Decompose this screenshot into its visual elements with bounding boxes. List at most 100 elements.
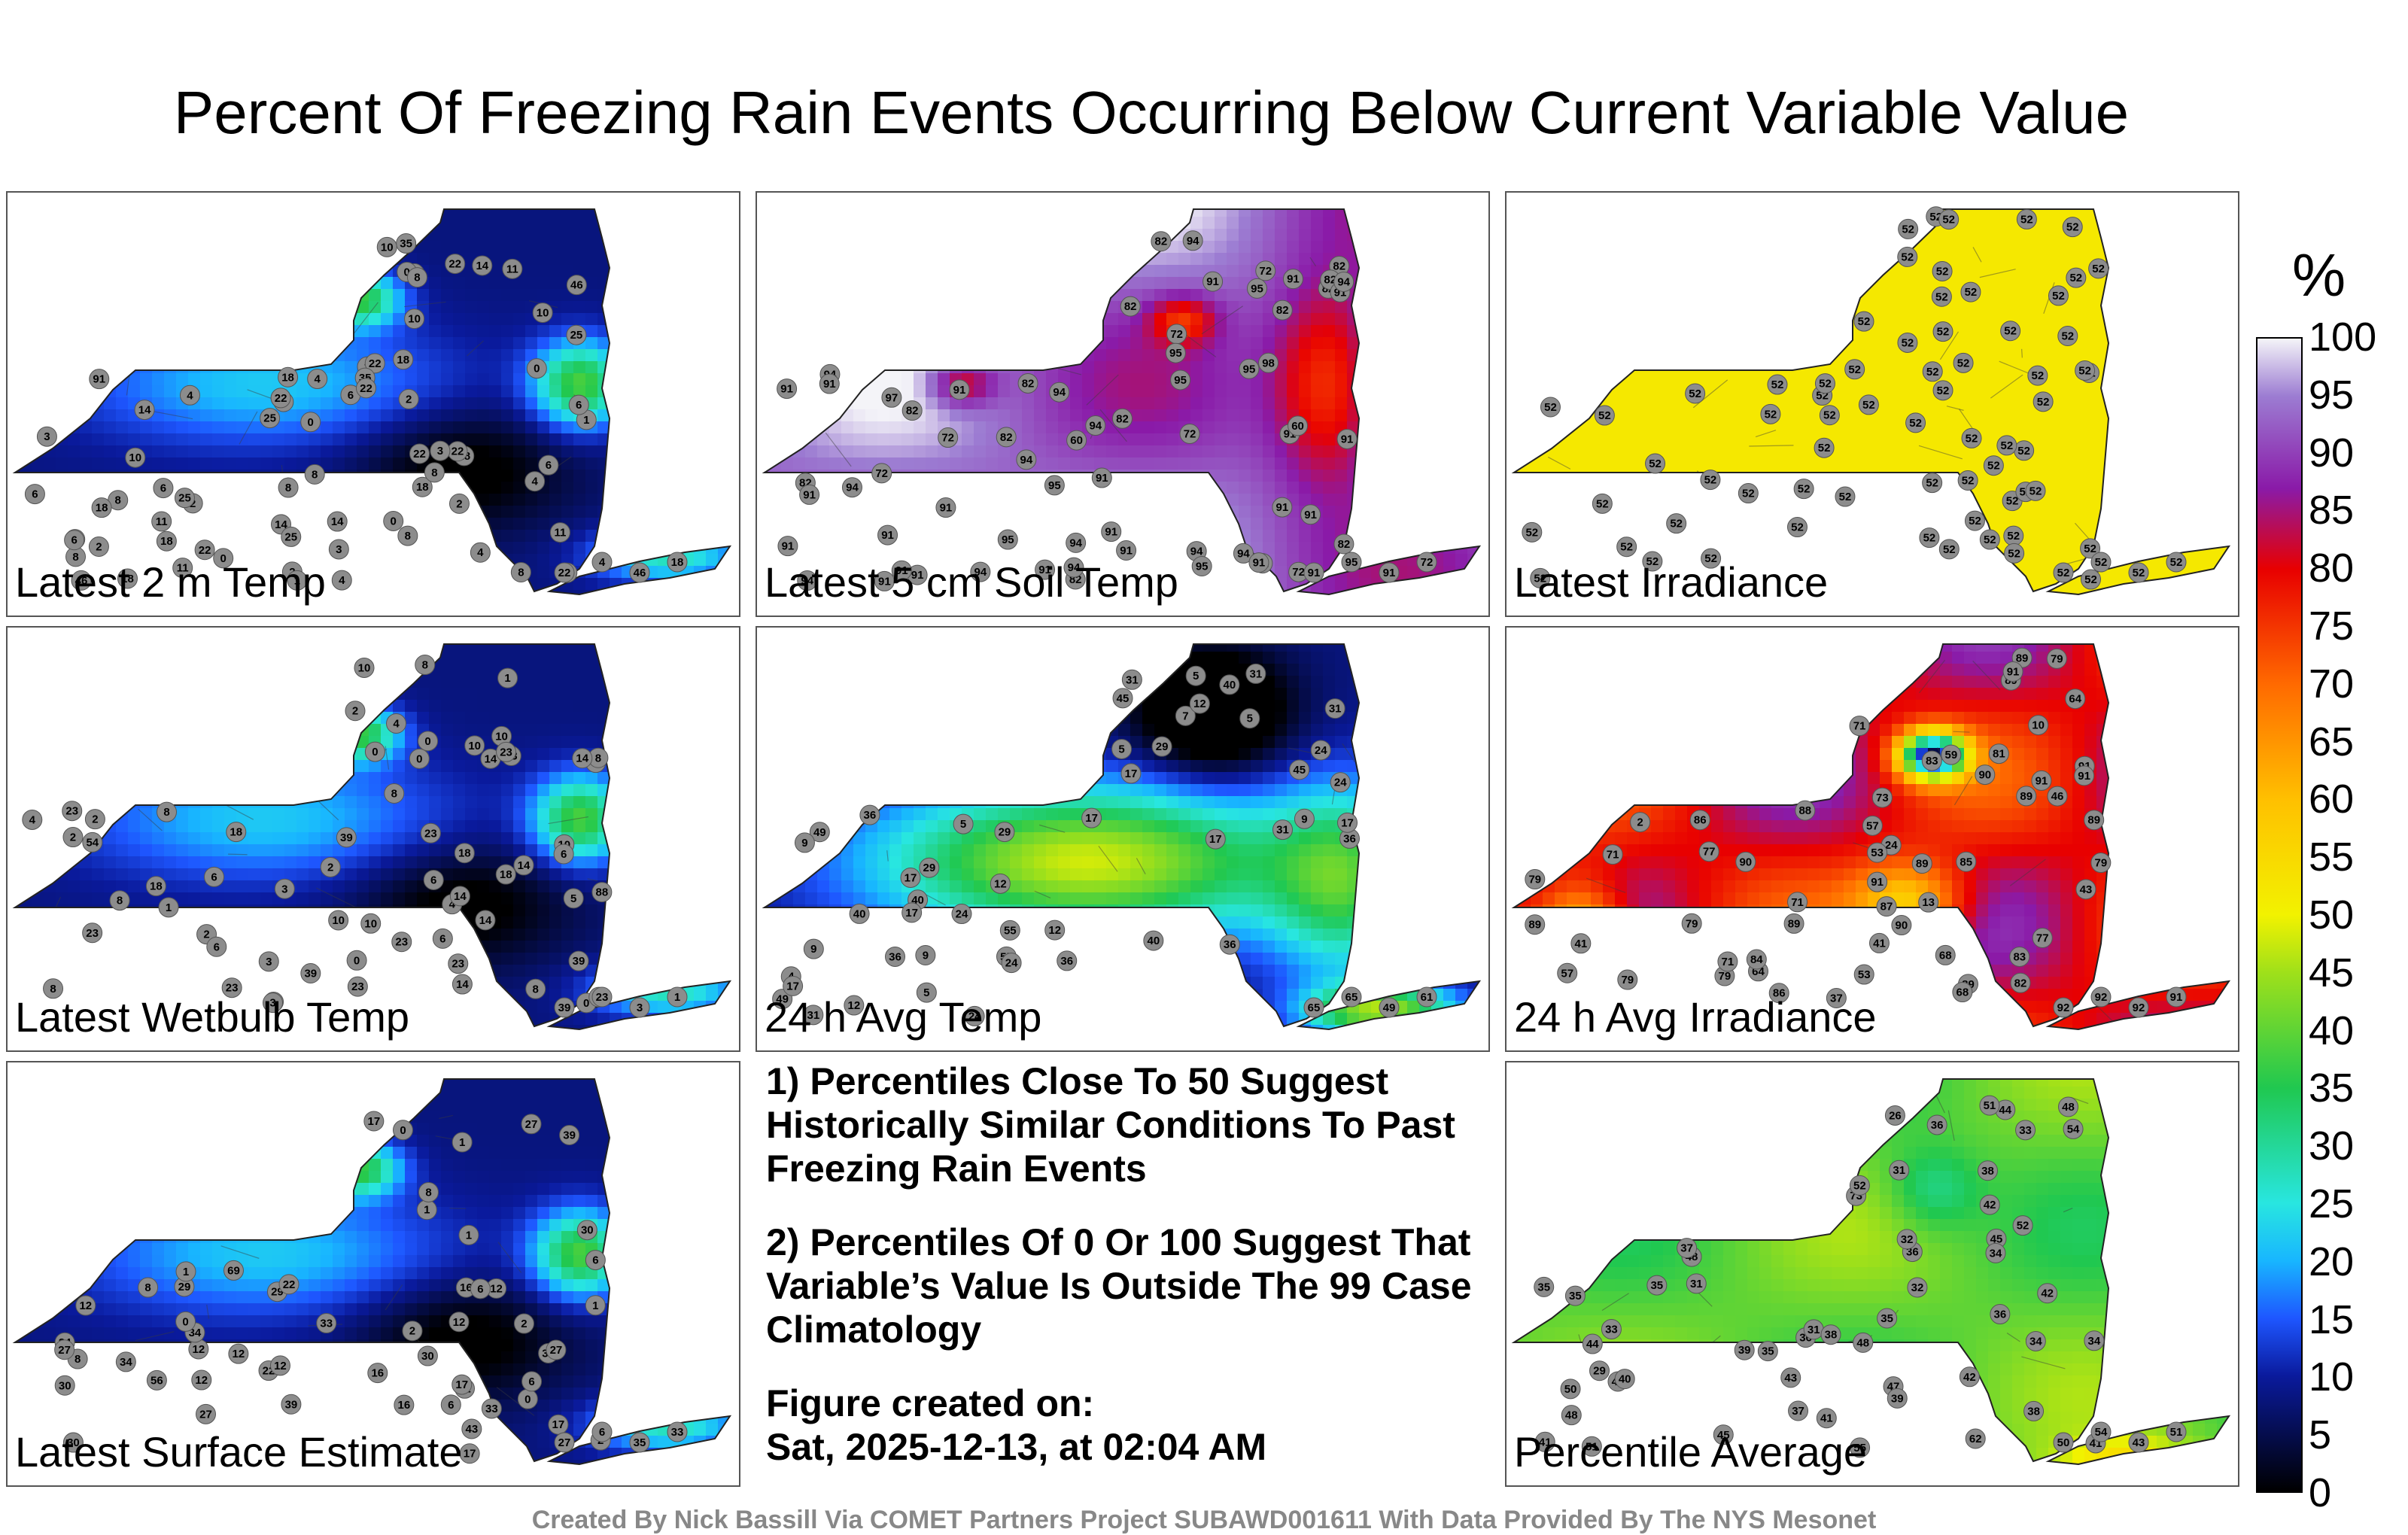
station-marker: 52 — [1953, 352, 1974, 373]
station-marker: 8 — [65, 546, 87, 567]
station-value: 91 — [1341, 433, 1354, 445]
station-value: 91 — [1105, 526, 1117, 539]
station-value: 82 — [1324, 274, 1336, 287]
station-value: 52 — [1649, 457, 1662, 470]
station-marker: 0 — [346, 950, 367, 971]
station-marker: 31 — [1803, 1319, 1824, 1340]
station-marker: 46 — [629, 562, 650, 583]
station-marker: 94 — [1182, 230, 1203, 251]
station-marker: 17 — [900, 867, 921, 888]
station-value: 82 — [1276, 304, 1289, 317]
station-marker: 91 — [1091, 467, 1112, 488]
station-value: 38 — [1825, 1329, 1838, 1342]
station-value: 1 — [504, 672, 510, 685]
station-marker: 6 — [591, 1421, 613, 1442]
station-marker: 29 — [919, 857, 940, 878]
station-value: 2 — [406, 393, 412, 406]
station-value: 91 — [911, 569, 924, 582]
map-24h-irradiance: 87 83 86 79 86 79 71 89 73 53 79 81 91 13 2 46 89 90 41 89 8… — [1511, 643, 2231, 1031]
station-value: 79 — [1528, 874, 1541, 886]
station-value: 60 — [1070, 434, 1083, 447]
station-marker: 49 — [809, 822, 830, 843]
station-marker: 91 — [1300, 504, 1321, 525]
station-marker: 9 — [1294, 808, 1315, 829]
station-marker: 34 — [2084, 1330, 2105, 1351]
station-value: 60 — [1291, 420, 1304, 433]
station-markers: 0801693916812121243172781234223433301730… — [54, 1111, 688, 1464]
station-value: 6 — [477, 1283, 483, 1296]
station-marker: 2 — [513, 1313, 534, 1334]
station-value: 50 — [1564, 1383, 1577, 1396]
station-marker: 46 — [71, 570, 92, 591]
station-marker: 14 — [475, 910, 496, 931]
station-marker: 23 — [420, 822, 441, 843]
station-marker: 13 — [1918, 892, 1939, 913]
station-value: 57 — [1561, 967, 1573, 980]
station-value: 14 — [454, 890, 467, 903]
station-value: 94 — [1187, 235, 1199, 248]
panel-surface-estimate: 0801693916812121243172781234223433301730… — [6, 1061, 740, 1487]
station-value: 52 — [1935, 290, 1948, 303]
station-marker: 52 — [1931, 286, 1952, 307]
station-value: 52 — [2066, 221, 2079, 234]
station-marker: 89 — [2084, 810, 2105, 831]
station-value: 52 — [2133, 567, 2145, 579]
station-marker: 31 — [1272, 819, 1294, 840]
station-marker: 26 — [1884, 1105, 1905, 1126]
station-value: 68 — [1939, 949, 1952, 962]
station-marker: 52 — [1616, 536, 1637, 558]
station-marker: 4 — [591, 552, 613, 573]
station-value: 18 — [121, 573, 134, 585]
station-marker: 82 — [996, 427, 1017, 448]
station-marker: 27 — [196, 1403, 217, 1424]
station-value: 38 — [1981, 1165, 1994, 1178]
station-value: 8 — [518, 566, 524, 579]
station-value: 44 — [1586, 1338, 1599, 1351]
panel-label: Latest Surface Estimate — [15, 1428, 463, 1476]
station-marker: 72 — [1416, 552, 1437, 573]
station-value: 34 — [189, 1327, 202, 1339]
station-marker: 82 — [1333, 533, 1354, 555]
station-value: 6 — [528, 1375, 534, 1388]
station-marker: 95 — [1246, 278, 1267, 299]
station-marker: 94 — [1085, 415, 1106, 436]
station-marker: 56 — [146, 1369, 167, 1391]
station-value: 2 — [327, 861, 333, 874]
station-marker: 50 — [1560, 1378, 1581, 1400]
station-marker: 52 — [2090, 552, 2112, 573]
station-value: 52 — [1771, 378, 1784, 391]
station-marker: 82 — [1120, 296, 1141, 317]
station-marker: 91 — [1035, 559, 1056, 580]
station-value: 31 — [1126, 673, 1139, 686]
station-marker: 52 — [1835, 486, 1856, 507]
station-marker: 43 — [2075, 879, 2096, 900]
station-value: 4 — [531, 476, 538, 488]
station-marker: 91 — [2166, 986, 2187, 1008]
station-marker: 46 — [2047, 786, 2068, 807]
station-value: 5 — [1118, 743, 1124, 755]
station-value: 23 — [395, 936, 408, 949]
station-marker: 68 — [1935, 944, 1956, 965]
station-value: 41 — [1539, 1436, 1552, 1448]
station-marker: 72 — [1179, 423, 1200, 444]
station-value: 82 — [1338, 538, 1351, 551]
station-marker: 40 — [1219, 674, 1240, 695]
station-marker: 3 — [36, 426, 57, 447]
station-marker: 92 — [2090, 986, 2112, 1008]
station-value: 52 — [1909, 417, 1922, 430]
station-marker: 38 — [1820, 1324, 1841, 1345]
station-value: 52 — [1862, 399, 1875, 412]
station-value: 52 — [1742, 488, 1755, 500]
station-marker: 50 — [2053, 1432, 2074, 1453]
station-value: 33 — [320, 1318, 333, 1330]
panel-label: Percentile Average — [1514, 1428, 1868, 1476]
station-marker: 1 — [451, 1132, 473, 1153]
station-value: 52 — [1957, 357, 1970, 369]
station-value: 30 — [421, 1350, 434, 1363]
station-value: 17 — [905, 871, 917, 884]
station-value: 8 — [72, 551, 78, 564]
station-value: 30 — [59, 1379, 71, 1392]
station-marker: 8 — [384, 783, 405, 804]
notes-block: 1) Percentiles Close To 50 Suggest Histo… — [766, 1059, 1488, 1469]
station-marker: 72 — [1255, 260, 1276, 281]
